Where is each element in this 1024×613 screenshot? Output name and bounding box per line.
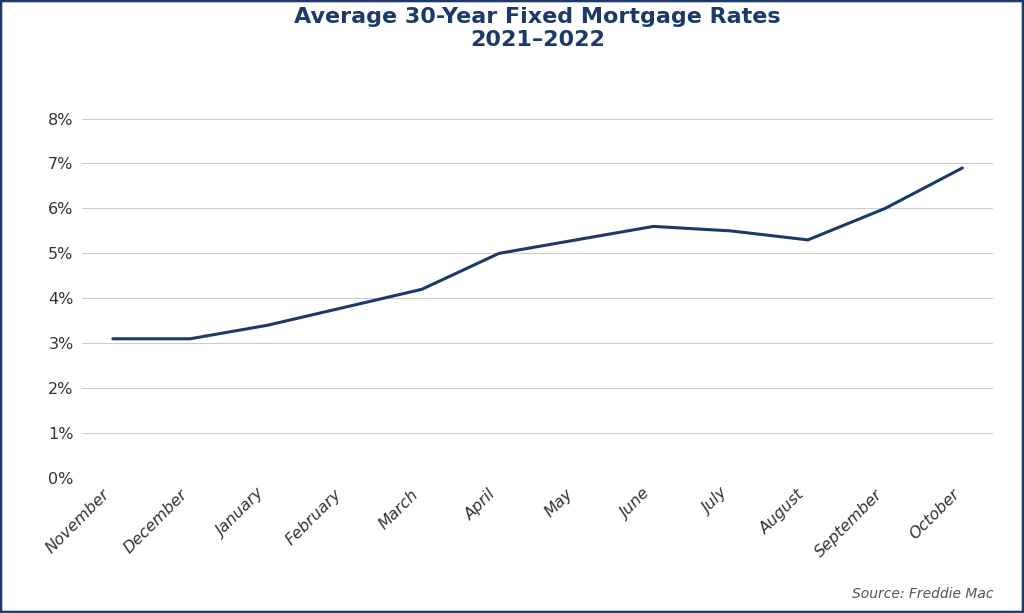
Title: Average 30-Year Fixed Mortgage Rates
2021–2022: Average 30-Year Fixed Mortgage Rates 202… (294, 7, 781, 50)
Text: Source: Freddie Mac: Source: Freddie Mac (852, 587, 993, 601)
